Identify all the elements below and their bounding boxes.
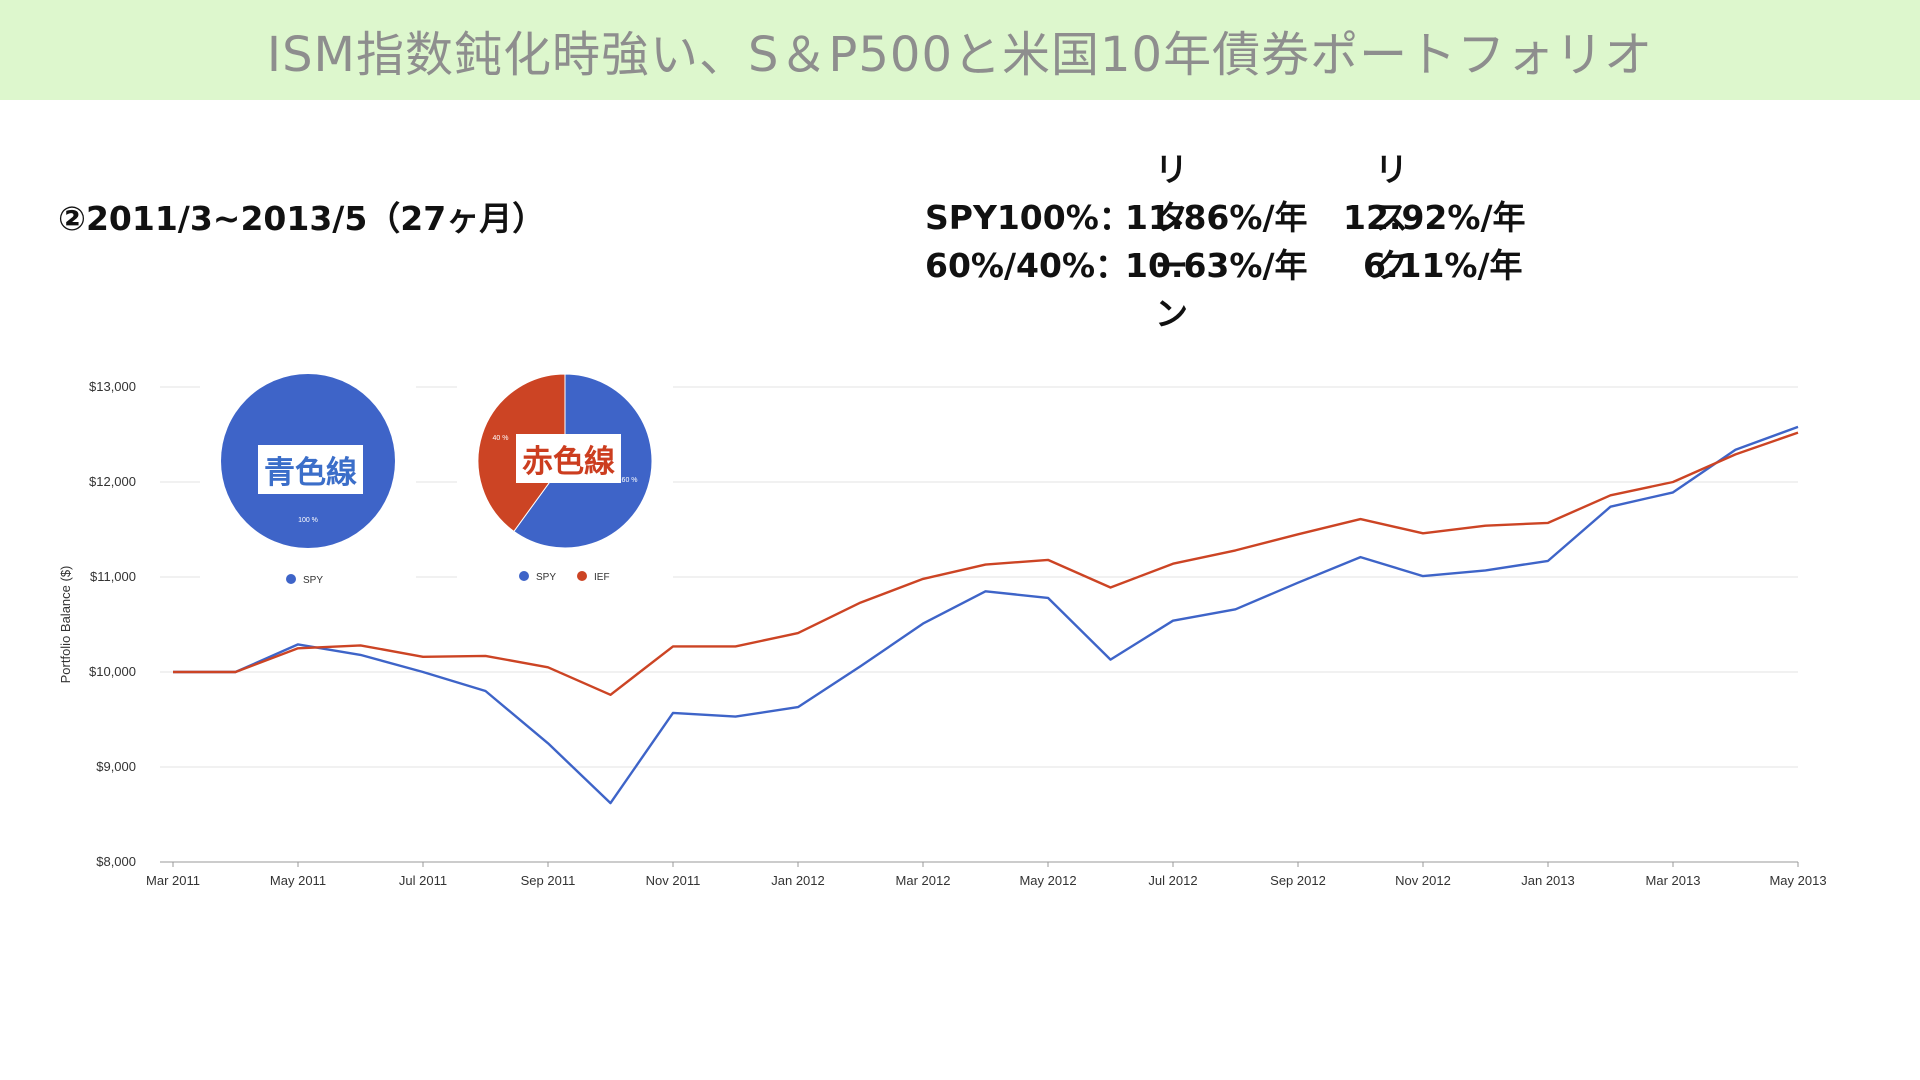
y-tick-label: $12,000	[89, 474, 136, 489]
risk-header: リスク	[1375, 150, 1408, 285]
pie-slice-label: 60 %	[622, 477, 638, 484]
y-axis-label: Portfolio Balance ($)	[58, 566, 73, 684]
pie-legend-dot	[286, 574, 296, 584]
x-tick-label: May 2011	[270, 873, 326, 888]
x-tick-label: Mar 2013	[1646, 873, 1701, 888]
slide-title: ISM指数鈍化時強い、S＆P500と米国10年債券ポートフォリオ	[266, 27, 1654, 83]
x-tick-label: Sep 2012	[1270, 873, 1326, 888]
pie-legend-label: SPY	[303, 575, 323, 586]
x-tick-label: Nov 2011	[646, 873, 701, 888]
pie-legend-label: IEF	[594, 572, 610, 583]
y-tick-label: $9,000	[96, 759, 136, 774]
stats-row-return: 10.63%/年	[1125, 246, 1308, 285]
stats-row-label: SPY100%：	[925, 198, 1132, 237]
x-tick-label: Jan 2012	[771, 873, 825, 888]
x-tick-label: Jul 2011	[399, 873, 447, 888]
pie-legend-dot	[519, 571, 529, 581]
x-tick-label: May 2013	[1769, 873, 1826, 888]
y-tick-label: $10,000	[89, 664, 136, 679]
stats-row-label: 60%/40%：	[925, 246, 1129, 285]
return-header: リターン	[1155, 150, 1188, 333]
x-tick-label: Nov 2012	[1395, 873, 1451, 888]
pie-label-red: 赤色線	[516, 434, 621, 483]
y-tick-label: $8,000	[96, 854, 136, 869]
period-label: ②2011/3~2013/5（27ヶ月）	[58, 199, 546, 238]
stats-row-risk: 6.11%/年	[1363, 246, 1523, 285]
title-banner: ISM指数鈍化時強い、S＆P500と米国10年債券ポートフォリオ	[0, 0, 1920, 100]
x-tick-label: Mar 2012	[896, 873, 951, 888]
series-line-1	[173, 431, 1799, 696]
pie-slice-label: 100 %	[298, 517, 318, 524]
x-tick-label: Mar 2011	[146, 873, 200, 888]
x-tick-label: May 2012	[1019, 873, 1076, 888]
x-tick-label: Sep 2011	[521, 873, 576, 888]
portfolio-chart: $8,000 $9,000 $10,000 $11,000 $12,000 $13,000…	[0, 356, 1920, 900]
pie-label-blue: 青色線	[258, 445, 363, 494]
x-tick-label: Jul 2012	[1148, 873, 1197, 888]
y-tick-label: $11,000	[90, 569, 136, 584]
series-line-0	[173, 425, 1799, 805]
line-chart-svg: $8,000 $9,000 $10,000 $11,000 $12,000 $13,000…	[58, 356, 1827, 888]
pie-slice-label: 40 %	[492, 435, 508, 442]
x-tick-label: Jan 2013	[1521, 873, 1575, 888]
pie-legend-dot	[577, 571, 587, 581]
pie-legend-label: SPY	[536, 572, 556, 583]
y-tick-label: $13,000	[89, 379, 136, 394]
stats-row-return: 11.86%/年	[1125, 198, 1308, 237]
stats-row-risk: 12.92%/年	[1343, 198, 1526, 237]
